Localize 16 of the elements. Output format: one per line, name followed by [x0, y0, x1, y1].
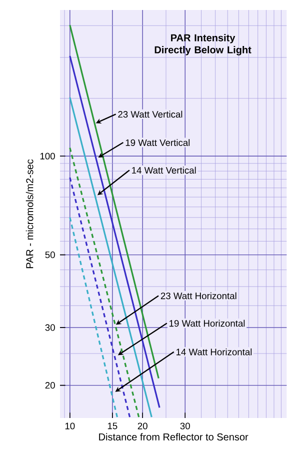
x-tick-label: 10	[65, 422, 75, 430]
y-tick-label: 100	[40, 152, 55, 160]
annotation: 19 Watt Horizontal	[170, 320, 245, 327]
annotation: 23 Watt Vertical	[118, 110, 182, 118]
annotation: 14 Watt Horizontal	[176, 348, 252, 356]
y-axis-title: PAR - micromols/m2-sec	[26, 159, 34, 268]
y-tick-label: 30	[45, 324, 55, 331]
x-axis-title: Distance from Reflector to Sensor	[99, 433, 248, 440]
annotation: 14 Watt Vertical	[132, 166, 196, 174]
annotation: 19 Watt Vertical	[126, 139, 190, 146]
y-tick-label: 20	[45, 382, 55, 389]
x-tick-label: 30	[180, 422, 190, 430]
x-tick-label: 15	[108, 422, 118, 430]
x-tick-label: 20	[138, 422, 148, 430]
y-tick-label: 50	[45, 252, 55, 258]
annotation: 23 Watt Horizontal	[160, 292, 236, 300]
